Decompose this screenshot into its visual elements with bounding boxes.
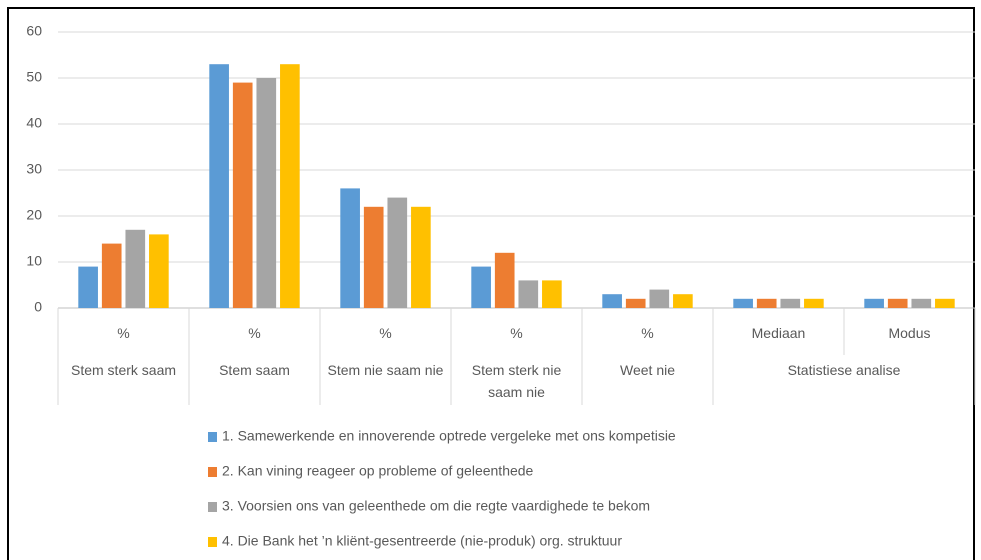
legend-swatch <box>208 467 217 477</box>
y-tick-label: 30 <box>26 161 42 177</box>
legend-label: 3. Voorsien ons van geleenthede om die r… <box>222 498 650 514</box>
x-tick-label: % <box>248 325 261 341</box>
bar <box>780 298 801 308</box>
bar <box>232 82 253 308</box>
bar <box>602 294 622 308</box>
y-tick-label: 10 <box>26 253 42 269</box>
y-tick-label: 50 <box>26 69 42 85</box>
bar <box>149 234 169 308</box>
bar <box>887 298 908 308</box>
bar <box>125 229 146 308</box>
bar <box>804 298 824 308</box>
bar <box>78 266 98 308</box>
y-tick-label: 40 <box>26 115 42 131</box>
bar <box>340 188 360 308</box>
bar <box>756 298 777 308</box>
bar <box>363 206 384 308</box>
legend-label: 2. Kan vining reageer op probleme of gel… <box>222 463 534 479</box>
bar <box>625 298 646 308</box>
x-group-label: Stem sterk saam <box>70 362 177 378</box>
x-group-label: Stem saam <box>219 362 290 378</box>
bar <box>864 298 884 308</box>
x-tick-label: Mediaan <box>751 325 806 341</box>
x-group-label: Weet nie <box>620 362 675 378</box>
legend-swatch <box>208 502 217 512</box>
y-tick-label: 20 <box>26 207 42 223</box>
x-tick-label: % <box>510 325 523 341</box>
legend-swatch <box>208 537 217 547</box>
bar <box>911 298 932 308</box>
bar <box>518 280 539 308</box>
legend-swatch <box>208 432 217 442</box>
x-tick-label: Modus <box>888 325 931 341</box>
bar <box>673 294 693 308</box>
y-tick-label: 0 <box>34 299 42 315</box>
x-group-label: Stem nie saam nie <box>327 362 444 378</box>
bar <box>494 252 515 308</box>
bar <box>471 266 491 308</box>
y-tick-label: 60 <box>26 23 42 39</box>
bar <box>209 64 229 308</box>
bar <box>411 206 431 308</box>
frame <box>7 7 975 560</box>
bar <box>542 280 562 308</box>
x-tick-label: % <box>379 325 392 341</box>
bar <box>935 298 955 308</box>
legend-label: 4. Die Bank het ’n kliënt-gesentreerde (… <box>222 533 622 549</box>
x-group-label: Statistiese analise <box>787 362 901 378</box>
bar <box>256 78 277 308</box>
bar <box>101 243 122 308</box>
x-tick-label: % <box>641 325 654 341</box>
x-tick-label: % <box>117 325 130 341</box>
bar <box>649 289 670 308</box>
legend-label: 1. Samewerkende en innoverende optrede v… <box>222 428 676 444</box>
x-group-label: Stem sterk nie saam nie <box>471 362 562 400</box>
bar <box>387 197 408 308</box>
bar <box>280 64 300 308</box>
bar <box>733 298 753 308</box>
